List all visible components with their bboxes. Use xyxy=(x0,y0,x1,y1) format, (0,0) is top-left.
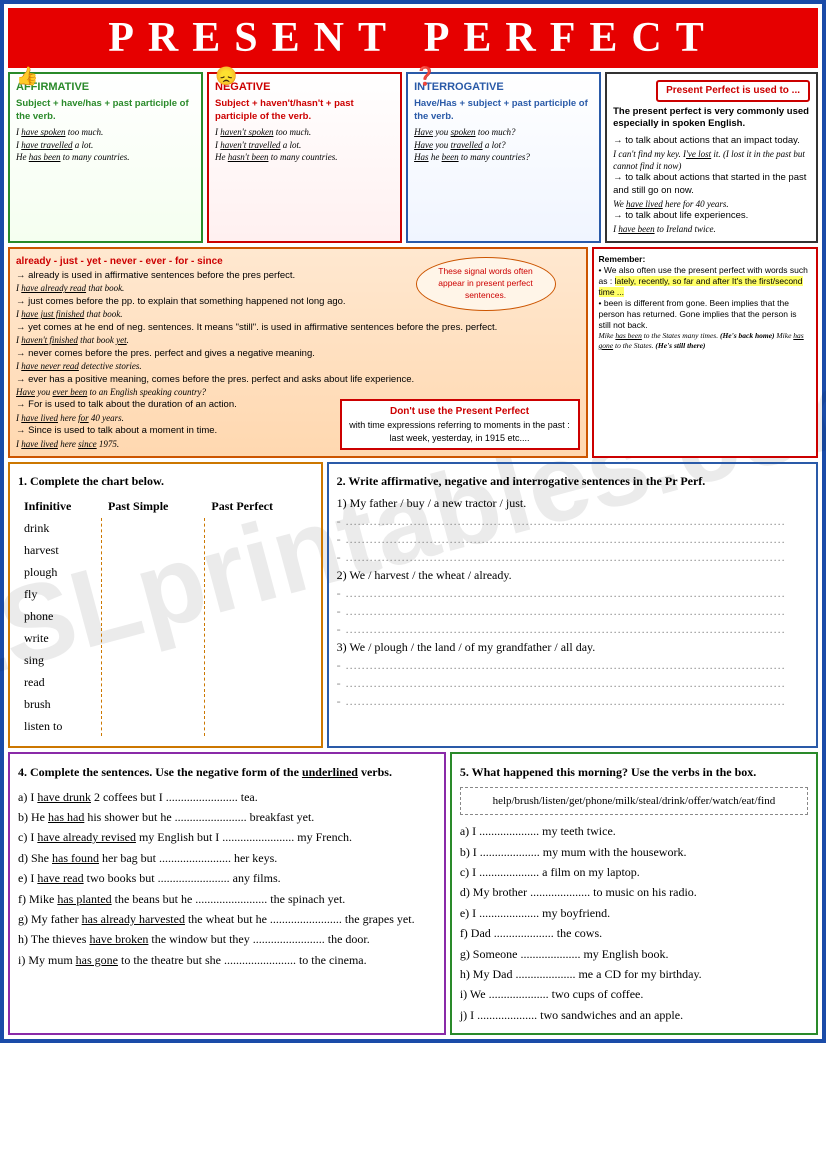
ex4-a: a) I have drunk 2 coffees but I ........… xyxy=(18,787,436,807)
ex4-c: c) I have already revised my English but… xyxy=(18,827,436,847)
ex2-p3: 3) We / plough / the land / of my grandf… xyxy=(337,638,808,656)
usage-3: → to talk about life experiences. xyxy=(613,210,810,223)
remember-l1: • We also often use the present perfect … xyxy=(599,265,811,298)
remember-ex1: Mike has been to the States many times. … xyxy=(599,331,811,351)
signal-words-box: already - just - yet - never - ever - fo… xyxy=(8,247,588,458)
aff-ex2: I have travelled a lot. xyxy=(16,139,195,151)
ex4-i: i) My mum has gone to the theatre but sh… xyxy=(18,950,436,970)
negative-formula: Subject + haven't/hasn't + past particip… xyxy=(215,98,394,124)
signal-callout: These signal words often appear in prese… xyxy=(416,257,556,311)
remember-l2: • been is different from gone. Been impl… xyxy=(599,298,811,331)
exercise-5: 5. What happened this morning? Use the v… xyxy=(450,752,818,1035)
usage-1: → to talk about actions that an impact t… xyxy=(613,135,810,148)
sig-l3: → yet comes at he end of neg. sentences.… xyxy=(16,321,580,334)
question-icon: ❓ xyxy=(414,64,436,88)
ex5-e: e) I .................... my boyfriend. xyxy=(460,903,808,923)
ex4-title: 4. Complete the sentences. Use the negat… xyxy=(18,762,436,782)
ex5-b: b) I .................... my mum with th… xyxy=(460,842,808,862)
verb-cell: plough xyxy=(20,562,102,582)
sad-face-icon: 😞 xyxy=(215,64,237,88)
verb-cell: phone xyxy=(20,606,102,626)
affirmative-header: AFFIRMATIVE xyxy=(16,80,195,95)
ex5-verbs: help/brush/listen/get/phone/milk/steal/d… xyxy=(460,787,808,816)
neg-ex1: I haven't spoken too much. xyxy=(215,126,394,138)
neg-ex3: He hasn't been to many countries. xyxy=(215,151,394,163)
interrogative-header: INTERROGATIVE xyxy=(414,80,593,95)
verb-cell: listen to xyxy=(20,716,102,736)
ex4-h: h) The thieves have broken the window bu… xyxy=(18,929,436,949)
verb-cell: harvest xyxy=(20,540,102,560)
verb-cell: read xyxy=(20,672,102,692)
ex4-g: g) My father has already harvested the w… xyxy=(18,909,436,929)
ex5-d: d) My brother .................... to mu… xyxy=(460,882,808,902)
remember-title: Remember: xyxy=(599,254,811,265)
affirmative-box: 👍 AFFIRMATIVE Subject + have/has + past … xyxy=(8,72,203,243)
ex4-f: f) Mike has planted the beans but he ...… xyxy=(18,889,436,909)
usage-pill: Present Perfect is used to ... xyxy=(656,80,810,102)
negative-header: NEGATIVE xyxy=(215,80,394,95)
ex5-a: a) I .................... my teeth twice… xyxy=(460,821,808,841)
int-ex1: Have you spoken too much? xyxy=(414,126,593,138)
int-ex2: Have you travelled a lot? xyxy=(414,139,593,151)
ex4-d: d) She has found her bag but ...........… xyxy=(18,848,436,868)
ex2-p1: 1) My father / buy / a new tractor / jus… xyxy=(337,494,808,512)
interrogative-formula: Have/Has + subject + past participle of … xyxy=(414,98,593,124)
thumbs-up-icon: 👍 xyxy=(16,64,38,88)
dont-use-box: Don't use the Present Perfect with time … xyxy=(340,399,580,450)
int-ex3: Has he been to many countries? xyxy=(414,151,593,163)
neg-ex2: I haven't travelled a lot. xyxy=(215,139,394,151)
interrogative-box: ❓ INTERROGATIVE Have/Has + subject + pas… xyxy=(406,72,601,243)
ex2-title: 2. Write affirmative, negative and inter… xyxy=(337,472,808,490)
ex4-b: b) He has had his shower but he ........… xyxy=(18,807,436,827)
ex5-c: c) I .................... a film on my l… xyxy=(460,862,808,882)
usage-3-ex: I have been to Ireland twice. xyxy=(613,223,810,235)
sig-l5ex: Have you ever been to an English speakin… xyxy=(16,386,580,399)
ex5-f: f) Dad .................... the cows. xyxy=(460,923,808,943)
usage-box: Present Perfect is used to ... The prese… xyxy=(605,72,818,243)
dont-title: Don't use the Present Perfect xyxy=(346,405,574,419)
verb-cell: brush xyxy=(20,694,102,714)
usage-2-ex: We have lived here for 40 years. xyxy=(613,198,810,210)
ex2-p2: 2) We / harvest / the wheat / already. xyxy=(337,566,808,584)
affirmative-formula: Subject + have/has + past participle of … xyxy=(16,98,195,124)
verb-cell: fly xyxy=(20,584,102,604)
exercise-2: 2. Write affirmative, negative and inter… xyxy=(327,462,818,748)
ex5-i: i) We .................... two cups of c… xyxy=(460,984,808,1004)
worksheet-page: ESLprintables.com PRESENT PERFECT 👍 AFFI… xyxy=(0,0,826,1043)
sig-l4: → never comes before the pres. perfect a… xyxy=(16,347,580,360)
page-title: PRESENT PERFECT xyxy=(8,8,818,68)
remember-box: Remember: • We also often use the presen… xyxy=(592,247,818,458)
ex5-g: g) Someone .................... my Engli… xyxy=(460,944,808,964)
ex5-title: 5. What happened this morning? Use the v… xyxy=(460,762,808,782)
verb-cell: write xyxy=(20,628,102,648)
negative-box: 😞 NEGATIVE Subject + haven't/hasn't + pa… xyxy=(207,72,402,243)
verb-cell: drink xyxy=(20,518,102,538)
usage-2: → to talk about actions that started in … xyxy=(613,172,810,198)
sig-l4ex: I have never read detective stories. xyxy=(16,360,580,373)
usage-intro: The present perfect is very commonly use… xyxy=(613,106,810,132)
exercise-1: 1. Complete the chart below. InfinitiveP… xyxy=(8,462,323,748)
verb-chart: InfinitivePast SimplePast Perfect drinkh… xyxy=(18,494,313,738)
sig-l5: → ever has a positive meaning, comes bef… xyxy=(16,373,580,386)
sig-l3ex: I haven't finished that book yet. xyxy=(16,334,580,347)
ex1-title: 1. Complete the chart below. xyxy=(18,472,313,490)
dont-text: with time expressions referring to momen… xyxy=(346,419,574,444)
ex4-e: e) I have read two books but ...........… xyxy=(18,868,436,888)
ex5-h: h) My Dad .................... me a CD f… xyxy=(460,964,808,984)
verb-cell: sing xyxy=(20,650,102,670)
aff-ex3: He has been to many countries. xyxy=(16,151,195,163)
aff-ex1: I have spoken too much. xyxy=(16,126,195,138)
exercise-4: 4. Complete the sentences. Use the negat… xyxy=(8,752,446,1035)
usage-1-ex: I can't find my key. I've lost it. (I lo… xyxy=(613,148,810,172)
ex5-j: j) I .................... two sandwiches… xyxy=(460,1005,808,1025)
